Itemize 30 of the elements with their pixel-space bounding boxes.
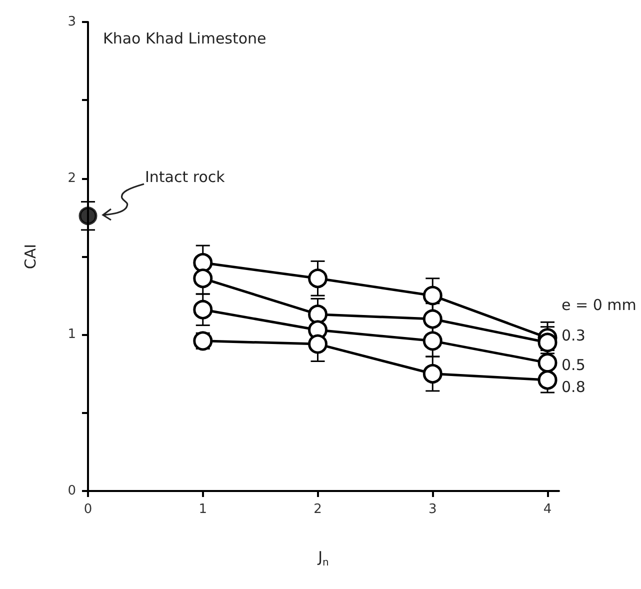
x-tick-label: 2 (314, 502, 322, 517)
text: Khao Khad Limestone (103, 30, 266, 48)
y-tick-label: 0 (68, 484, 76, 498)
point (422, 286, 442, 306)
x-tick-label: 4 (543, 502, 552, 517)
annotation: Intact rock (145, 168, 225, 186)
point (308, 334, 328, 354)
point (193, 300, 213, 320)
point (308, 268, 328, 288)
y-tick-label: 1 (68, 327, 76, 342)
y-axis-title: CAI (22, 244, 40, 270)
point (538, 370, 558, 390)
point (193, 268, 213, 288)
series-label: e = 0 mm (562, 296, 636, 314)
x-tick-label: 1 (198, 502, 208, 517)
point (422, 331, 442, 351)
point (193, 253, 213, 272)
point (422, 364, 442, 384)
point (422, 309, 442, 329)
point (538, 353, 558, 373)
y-tick-label: 3 (68, 14, 76, 30)
series-label: 0.8 (562, 378, 586, 396)
series-label: 0.3 (562, 326, 586, 344)
point (78, 206, 98, 226)
y-tick-label: 2 (68, 170, 76, 186)
point (538, 332, 558, 352)
point (308, 304, 328, 324)
series-label: 0.5 (562, 356, 586, 374)
x-tick-label: 0 (84, 502, 92, 517)
x-tick-label: 3 (428, 502, 437, 517)
